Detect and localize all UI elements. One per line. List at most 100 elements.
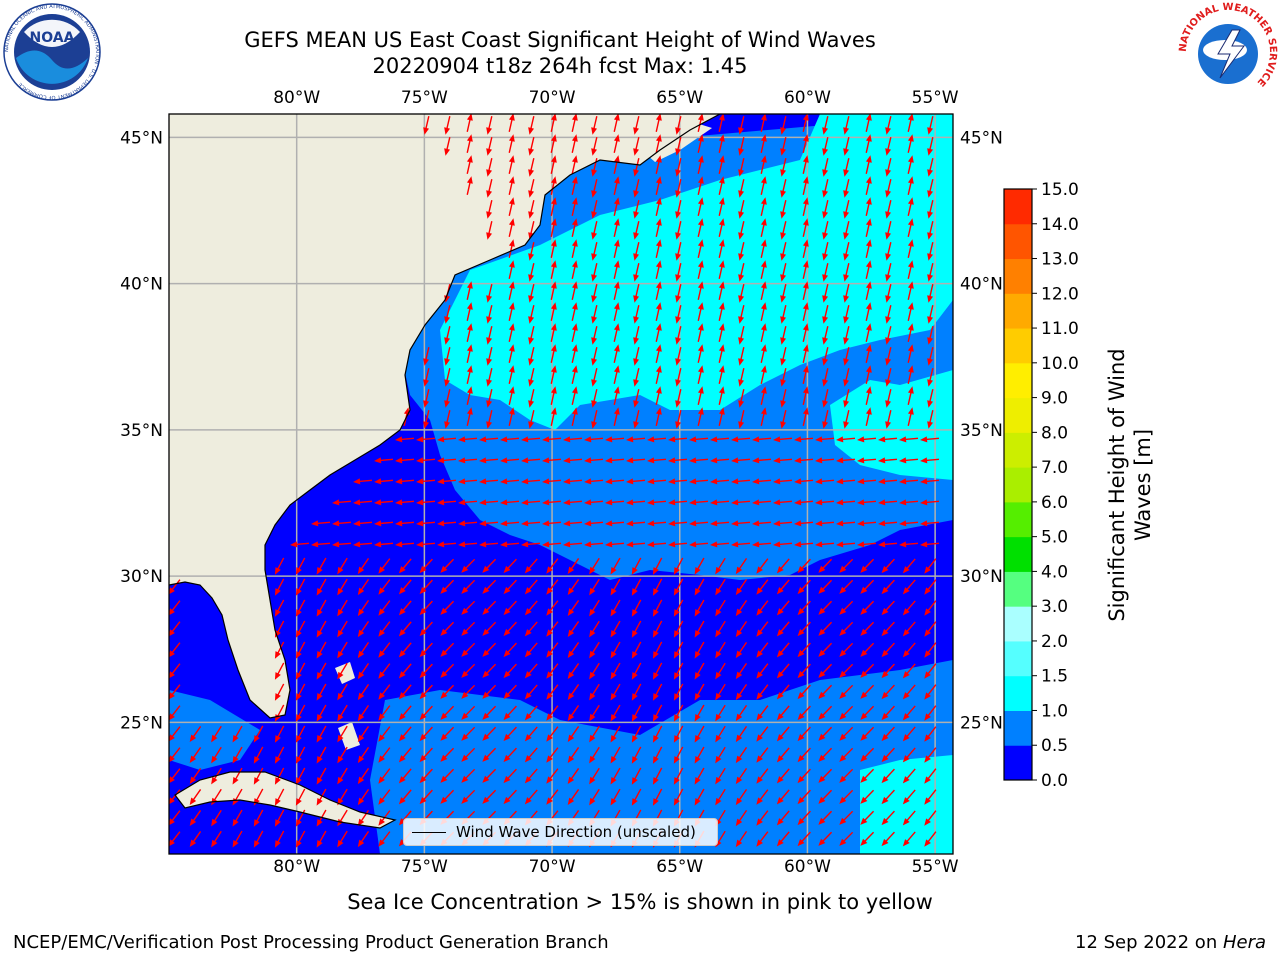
wave-arrow: [920, 499, 940, 506]
wave-arrow: [571, 239, 578, 258]
wave-arrow: [444, 116, 451, 135]
wave-arrow: [550, 407, 557, 426]
wave-arrow: [274, 809, 285, 827]
wave-arrow: [927, 242, 934, 261]
wave-arrow: [274, 599, 285, 617]
lon-tick-label: 55°W: [912, 857, 959, 877]
wave-arrow: [797, 642, 811, 658]
wave-arrow: [503, 600, 517, 616]
wave-arrow: [881, 579, 895, 595]
wave-arrow: [311, 541, 331, 548]
wave-arrow: [647, 457, 667, 464]
colorbar-tick-label: 1.0: [1041, 701, 1068, 721]
wave-arrow: [542, 436, 562, 443]
wave-arrow: [444, 347, 451, 366]
wave-arrow: [440, 600, 455, 615]
wave-arrow: [546, 705, 559, 721]
wave-arrow: [776, 684, 790, 700]
wave-arrow: [398, 621, 412, 637]
wave-arrow: [524, 579, 538, 595]
colorbar-swatch: [1004, 536, 1032, 572]
wave-arrow: [694, 704, 705, 722]
wave-arrow: [924, 684, 937, 700]
wave-arrow: [655, 197, 662, 216]
wave-arrow: [295, 725, 306, 743]
wave-arrow: [822, 305, 829, 324]
wave-arrow: [860, 768, 875, 783]
wave-arrow: [486, 410, 493, 429]
colorbar-tick-label: 3.0: [1041, 597, 1068, 617]
wave-arrow: [647, 520, 667, 527]
colorbar-tick-label: 12.0: [1041, 284, 1079, 304]
wave-arrow: [836, 436, 856, 443]
colorbar-label-line1: Significant Height of Wind: [1105, 348, 1129, 622]
wave-arrow: [899, 541, 919, 548]
wave-arrow: [508, 302, 515, 321]
wave-arrow: [528, 368, 535, 387]
wave-arrow: [885, 263, 892, 282]
wave-arrow: [839, 810, 854, 825]
wave-arrow: [571, 134, 578, 153]
wave-arrow: [357, 578, 370, 596]
wave-arrow: [542, 457, 562, 464]
wave-arrow: [591, 242, 598, 261]
wave-arrow: [881, 768, 895, 784]
wave-arrow: [902, 642, 916, 658]
wave-arrow: [860, 558, 875, 573]
wave-arrow: [528, 347, 535, 366]
wave-arrow: [440, 726, 455, 741]
wave-arrow: [924, 705, 937, 721]
wave-arrow: [818, 705, 833, 720]
wave-arrow: [924, 747, 937, 763]
wave-arrow: [818, 810, 833, 825]
wave-arrow: [715, 578, 726, 596]
wave-arrow: [718, 407, 725, 426]
wave-arrow: [697, 365, 704, 384]
wave-arrow: [881, 789, 895, 805]
wave-arrow: [508, 176, 515, 195]
wave-arrow: [613, 344, 620, 363]
wave-arrow: [613, 134, 620, 153]
wave-arrow: [822, 347, 829, 366]
wave-arrow: [675, 158, 682, 177]
wave-arrow: [797, 768, 811, 784]
wave-arrow: [836, 499, 856, 506]
wave-arrow: [797, 684, 811, 700]
wave-arrow: [458, 478, 478, 485]
wave-arrow: [902, 663, 916, 679]
wave-arrow: [591, 410, 598, 429]
wave-arrow: [752, 436, 772, 443]
wave-arrow: [907, 197, 914, 216]
wave-arrow: [697, 218, 704, 237]
wave-arrow: [794, 478, 814, 485]
wave-arrow: [571, 365, 578, 384]
wave-arrow: [378, 705, 391, 721]
wave-arrow: [461, 600, 476, 615]
wave-arrow: [924, 663, 937, 679]
wave-arrow: [311, 520, 331, 527]
wave-arrow: [316, 557, 327, 575]
lon-tick-label: 80°W: [273, 857, 320, 877]
wave-arrow: [776, 789, 790, 805]
wave-arrow: [633, 242, 640, 261]
wave-arrow: [567, 789, 580, 806]
wave-arrow: [735, 620, 748, 638]
wave-arrow: [697, 134, 704, 153]
wave-arrow: [655, 365, 662, 384]
wave-arrow: [482, 747, 497, 762]
wave-arrow: [395, 436, 415, 443]
wave-arrow: [718, 197, 725, 216]
wave-arrow: [752, 541, 772, 548]
wave-arrow: [357, 725, 370, 743]
wave-arrow: [780, 200, 787, 219]
wave-arrow: [419, 684, 433, 700]
wave-arrow: [508, 155, 515, 174]
wave-arrow: [316, 620, 327, 638]
footer-date-text: 12 Sep 2022 on: [1075, 932, 1223, 953]
wave-arrow: [802, 176, 809, 195]
footer-machine: Hera: [1222, 932, 1266, 953]
wave-arrow: [337, 683, 348, 701]
wave-arrow: [169, 810, 181, 826]
wave-arrow: [802, 239, 809, 258]
wave-arrow: [907, 239, 914, 258]
